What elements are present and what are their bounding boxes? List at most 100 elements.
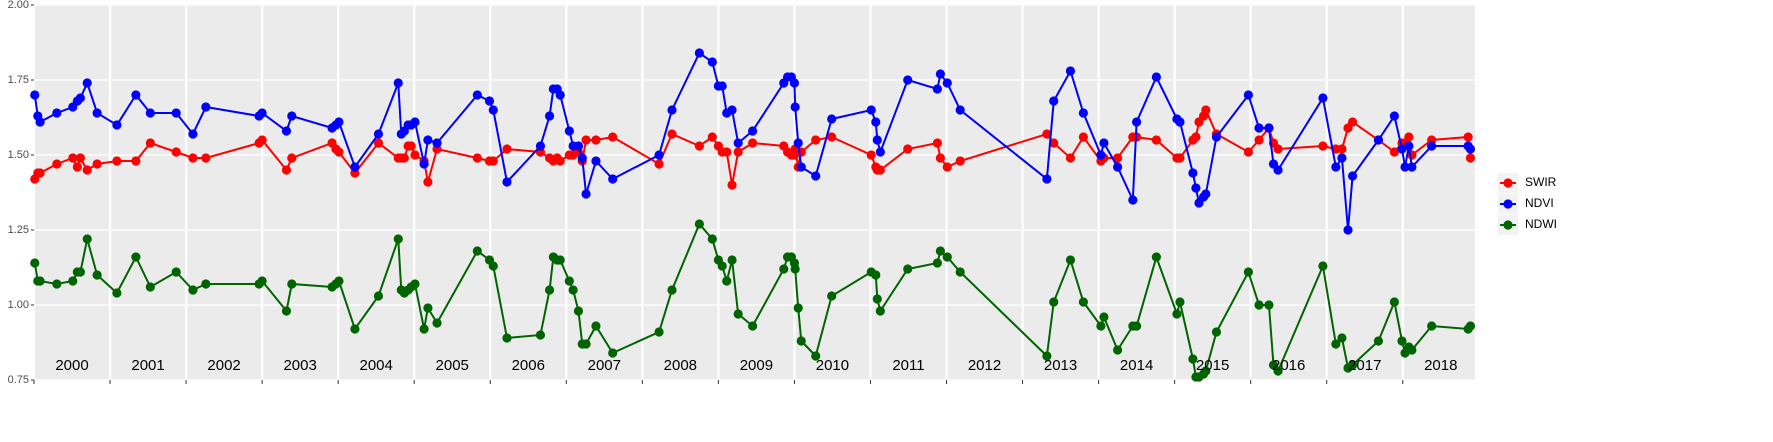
point	[1318, 261, 1328, 271]
plot-panel	[34, 5, 1475, 380]
point	[727, 255, 737, 265]
point	[1404, 141, 1414, 151]
point	[334, 147, 344, 157]
point	[281, 165, 292, 175]
point	[654, 150, 664, 160]
year-label: 2006	[512, 357, 545, 374]
y-tick-label: 1.00	[8, 299, 29, 311]
point	[544, 285, 555, 295]
point	[1254, 123, 1264, 133]
point	[1188, 168, 1198, 178]
point	[591, 156, 601, 166]
point	[1042, 129, 1052, 139]
year-label: 2008	[664, 357, 697, 374]
point	[1465, 321, 1476, 331]
year-label: 2003	[283, 357, 316, 374]
point	[1331, 162, 1341, 172]
point	[281, 126, 292, 136]
point	[1132, 117, 1142, 127]
point	[942, 78, 952, 88]
point	[1254, 300, 1264, 310]
year-label: 2007	[588, 357, 621, 374]
point	[1465, 144, 1476, 154]
point	[1264, 300, 1274, 310]
point	[827, 132, 837, 142]
point	[72, 162, 82, 172]
point	[1347, 171, 1358, 181]
point	[747, 321, 758, 331]
point	[112, 120, 122, 130]
year-label: 2016	[1272, 357, 1305, 374]
point	[747, 138, 758, 148]
point	[717, 81, 727, 91]
point	[1389, 111, 1399, 121]
point	[1113, 153, 1123, 163]
point	[717, 261, 727, 271]
point	[1191, 183, 1201, 193]
year-label: 2015	[1196, 357, 1229, 374]
year-label: 2013	[1044, 357, 1077, 374]
point	[1078, 297, 1088, 307]
y-tick-label: 1.25	[8, 224, 29, 236]
point	[722, 276, 732, 286]
point	[334, 117, 344, 127]
point	[1078, 132, 1088, 142]
point	[1113, 162, 1123, 172]
point	[727, 180, 737, 190]
point	[1151, 72, 1161, 82]
point	[68, 276, 78, 286]
point	[1273, 165, 1283, 175]
point	[796, 162, 806, 172]
point	[188, 129, 198, 139]
point	[1465, 153, 1476, 163]
point	[779, 264, 789, 274]
point	[171, 267, 181, 277]
year-label: 2014	[1120, 357, 1153, 374]
point	[1318, 93, 1328, 103]
point	[1337, 333, 1347, 343]
point	[1172, 309, 1182, 319]
point	[373, 129, 384, 139]
grid	[32, 4, 1475, 381]
point	[707, 234, 717, 244]
year-label: 2004	[360, 357, 393, 374]
point	[581, 189, 591, 199]
point	[201, 153, 211, 163]
point	[112, 156, 122, 166]
point	[1096, 150, 1106, 160]
point	[432, 138, 442, 148]
point	[1347, 117, 1358, 127]
point	[1318, 141, 1328, 151]
point	[1407, 162, 1417, 172]
point	[1400, 162, 1410, 172]
point	[410, 150, 420, 160]
point	[733, 309, 743, 319]
point	[667, 105, 677, 115]
legend-label: NDWI	[1525, 217, 1557, 231]
point	[827, 114, 837, 124]
point	[935, 153, 946, 163]
point	[872, 294, 882, 304]
series-line	[33, 107, 1472, 186]
point	[502, 144, 512, 154]
point	[577, 153, 587, 163]
point	[201, 279, 211, 289]
point	[733, 147, 743, 157]
point	[171, 147, 181, 157]
point	[568, 285, 578, 295]
point	[727, 105, 737, 115]
point	[581, 339, 591, 349]
point	[667, 129, 677, 139]
point	[694, 219, 704, 229]
point	[131, 90, 141, 100]
point	[488, 105, 498, 115]
point	[1096, 321, 1106, 331]
point	[1427, 321, 1437, 331]
point	[811, 171, 821, 181]
year-label: 2005	[436, 357, 469, 374]
point	[171, 108, 181, 118]
point	[955, 267, 965, 277]
point	[1175, 297, 1185, 307]
point	[1389, 297, 1399, 307]
